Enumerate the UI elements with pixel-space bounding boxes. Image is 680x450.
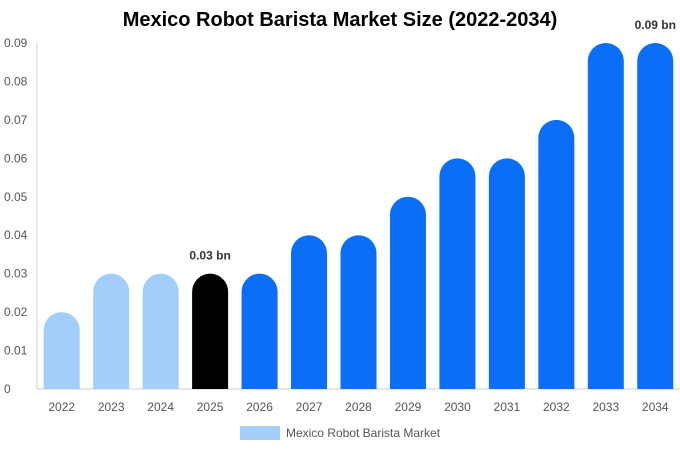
y-tick-label: 0.09 <box>4 36 28 50</box>
legend-swatch <box>239 426 280 440</box>
x-tick-label: 2024 <box>147 400 174 414</box>
bar-2027[interactable] <box>291 235 328 389</box>
y-tick-label: 0.02 <box>4 305 28 319</box>
bar-2022[interactable] <box>43 312 80 389</box>
legend-label: Mexico Robot Barista Market <box>285 426 441 440</box>
x-tick-label: 2033 <box>592 400 619 414</box>
x-tick-label: 2032 <box>543 400 570 414</box>
x-tick-label: 2023 <box>98 400 125 414</box>
bar-2028[interactable] <box>340 235 377 389</box>
bar-2031[interactable] <box>488 158 525 389</box>
bar-2033[interactable] <box>587 43 624 389</box>
x-tick-label: 2022 <box>48 400 75 414</box>
bar-2032[interactable] <box>538 119 575 389</box>
x-tick-label: 2031 <box>494 400 521 414</box>
y-tick-label: 0.01 <box>4 344 28 358</box>
data-label-2025: 0.03 bn <box>189 249 230 263</box>
legend[interactable]: Mexico Robot Barista Market <box>0 426 680 440</box>
bar-2034[interactable] <box>637 43 674 389</box>
x-tick-label: 2029 <box>395 400 422 414</box>
bar-2023[interactable] <box>93 273 130 389</box>
bar-2030[interactable] <box>439 158 476 389</box>
y-tick-label: 0.07 <box>4 113 28 127</box>
bar-2024[interactable] <box>142 273 179 389</box>
bar-2026[interactable] <box>241 273 278 389</box>
data-label-2034: 0.09 bn <box>635 18 676 32</box>
y-tick-label: 0 <box>4 382 11 396</box>
y-tick-label: 0.04 <box>4 228 28 242</box>
x-tick-label: 2028 <box>345 400 372 414</box>
y-tick-label: 0.05 <box>4 190 28 204</box>
x-tick-label: 2030 <box>444 400 471 414</box>
bar-2025[interactable] <box>192 273 229 389</box>
x-tick-label: 2026 <box>246 400 273 414</box>
y-tick-label: 0.06 <box>4 151 28 165</box>
x-tick-label: 2034 <box>642 400 669 414</box>
y-tick-label: 0.08 <box>4 74 28 88</box>
x-tick-label: 2027 <box>296 400 323 414</box>
chart-title: Mexico Robot Barista Market Size (2022-2… <box>122 9 558 31</box>
x-tick-label: 2025 <box>197 400 224 414</box>
y-tick-label: 0.03 <box>4 267 28 281</box>
bar-2029[interactable] <box>389 196 426 389</box>
